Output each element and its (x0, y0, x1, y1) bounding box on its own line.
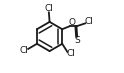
Text: Cl: Cl (44, 4, 53, 13)
Text: Cl: Cl (85, 17, 94, 26)
Text: S: S (74, 36, 80, 45)
Text: Cl: Cl (20, 46, 29, 55)
Text: O: O (68, 18, 75, 27)
Text: Cl: Cl (67, 49, 76, 58)
